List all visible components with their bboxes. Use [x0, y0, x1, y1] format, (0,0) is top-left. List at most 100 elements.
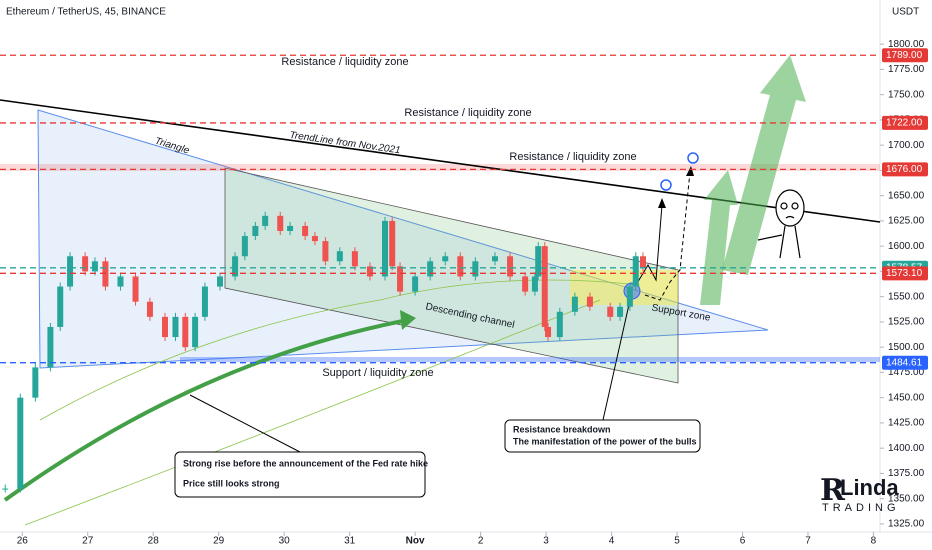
x-tick-label: 26 — [17, 536, 29, 547]
candle — [2, 488, 9, 490]
candle — [82, 256, 89, 272]
candle — [522, 276, 529, 292]
moving-average — [24, 299, 601, 526]
candle — [57, 286, 64, 327]
logo: TRADING — [822, 502, 900, 514]
y-axis-label: USDT — [892, 7, 919, 18]
descending-channel — [224, 167, 679, 384]
logo-mark: R — [820, 473, 846, 508]
arrow-head — [686, 166, 694, 176]
support-zone-box — [570, 270, 678, 305]
candle — [556, 311, 563, 338]
annotation: The manifestation of the power of the bu… — [513, 436, 697, 446]
candle — [172, 316, 179, 338]
candle — [232, 256, 239, 277]
logo: Linda — [840, 475, 899, 500]
candle — [617, 306, 624, 317]
candle — [492, 256, 498, 262]
candle — [32, 367, 39, 398]
y-tick-label: 1600.00 — [888, 241, 925, 252]
y-tick-label: 1525.00 — [888, 317, 925, 328]
price-label: 1573.10 — [886, 268, 923, 279]
candle — [541, 246, 548, 327]
annotation: Price still looks strong — [183, 478, 280, 488]
y-tick-label: 1550.00 — [888, 291, 925, 302]
price-label: 1722.00 — [886, 118, 923, 129]
x-tick-label: 2 — [478, 536, 484, 547]
price-label: 1676.00 — [886, 164, 923, 175]
candle — [571, 296, 578, 312]
chart-title: Ethereum / TetherUS, 45, BINANCE — [6, 7, 166, 18]
candle — [192, 316, 199, 348]
y-tick-label: 1650.00 — [888, 190, 925, 201]
x-tick-label: 31 — [344, 536, 356, 547]
projection — [635, 204, 663, 286]
y-tick-label: 1350.00 — [888, 493, 925, 504]
candle — [336, 251, 343, 262]
candle — [262, 215, 269, 226]
candle — [287, 225, 294, 232]
candle — [132, 276, 139, 302]
annotation: Resistance / liquidity zone — [509, 151, 636, 163]
candle — [351, 251, 358, 267]
callout-pointer — [189, 394, 301, 453]
candle — [531, 276, 538, 292]
candle — [67, 256, 74, 287]
x-tick-label: 7 — [805, 536, 811, 547]
bull-arrow — [700, 170, 738, 305]
price-label-box — [882, 115, 928, 130]
callout-box — [174, 451, 426, 498]
target — [660, 179, 672, 191]
price-label: 1789.00 — [886, 50, 923, 61]
x-tick-label: 3 — [543, 536, 549, 547]
y-tick-label: 1325.00 — [888, 519, 925, 530]
candle — [397, 266, 404, 292]
y-tick-label: 1450.00 — [888, 392, 925, 403]
x-tick-label: 27 — [82, 536, 94, 547]
annotation: Support / liquidity zone — [322, 367, 433, 379]
x-tick-label: Nov — [406, 536, 425, 547]
x-tick-label: 4 — [609, 536, 615, 547]
callout-box — [504, 419, 701, 453]
candle — [366, 266, 373, 277]
candle — [217, 276, 223, 287]
candle — [322, 241, 329, 262]
price-label-box — [882, 355, 928, 370]
projection — [644, 171, 691, 301]
support-band — [180, 357, 880, 362]
candle — [535, 246, 542, 277]
resistance-band — [0, 164, 880, 171]
y-tick-label: 1425.00 — [888, 418, 925, 429]
arrow-head — [658, 198, 666, 208]
candle — [639, 256, 646, 268]
x-tick-label: 29 — [213, 536, 225, 547]
y-tick-label: 1750.00 — [888, 89, 925, 100]
price-label-box — [882, 162, 928, 177]
y-tick-label: 1800.00 — [888, 39, 925, 50]
candle — [311, 236, 318, 242]
price-label: 1484.61 — [886, 357, 923, 368]
candle — [427, 261, 434, 277]
y-tick-label: 1500.00 — [888, 342, 925, 353]
annotation: Strong rise before the announcement of t… — [183, 458, 428, 468]
candle — [507, 256, 514, 277]
candle — [162, 316, 168, 338]
annotation: Resistance / liquidity zone — [281, 56, 408, 68]
candle — [241, 236, 248, 257]
drawings: R — [0, 55, 881, 526]
candle — [91, 261, 98, 272]
candle — [146, 301, 153, 317]
rise-arrow — [3, 318, 409, 502]
candle — [457, 256, 464, 277]
y-tick-label: 1700.00 — [888, 140, 925, 151]
x-tick-label: 5 — [674, 536, 680, 547]
annotation: Resistance breakdown — [513, 424, 611, 434]
x-tick-label: 8 — [871, 536, 877, 547]
candle — [17, 397, 24, 489]
candle — [252, 225, 259, 237]
candle — [389, 220, 396, 267]
callout-pointer — [602, 299, 631, 421]
y-tick-label: 1625.00 — [888, 216, 925, 227]
candle — [182, 316, 189, 348]
